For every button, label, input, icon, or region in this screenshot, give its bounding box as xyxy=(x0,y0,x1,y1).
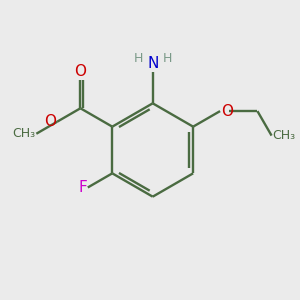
Text: O: O xyxy=(44,114,56,129)
Text: CH₃: CH₃ xyxy=(12,127,35,140)
Text: H: H xyxy=(163,52,172,65)
Text: F: F xyxy=(78,180,87,195)
Text: H: H xyxy=(134,52,143,65)
Text: CH₃: CH₃ xyxy=(272,129,296,142)
Text: O: O xyxy=(74,64,86,79)
Text: O: O xyxy=(221,103,233,118)
Text: N: N xyxy=(147,56,158,71)
